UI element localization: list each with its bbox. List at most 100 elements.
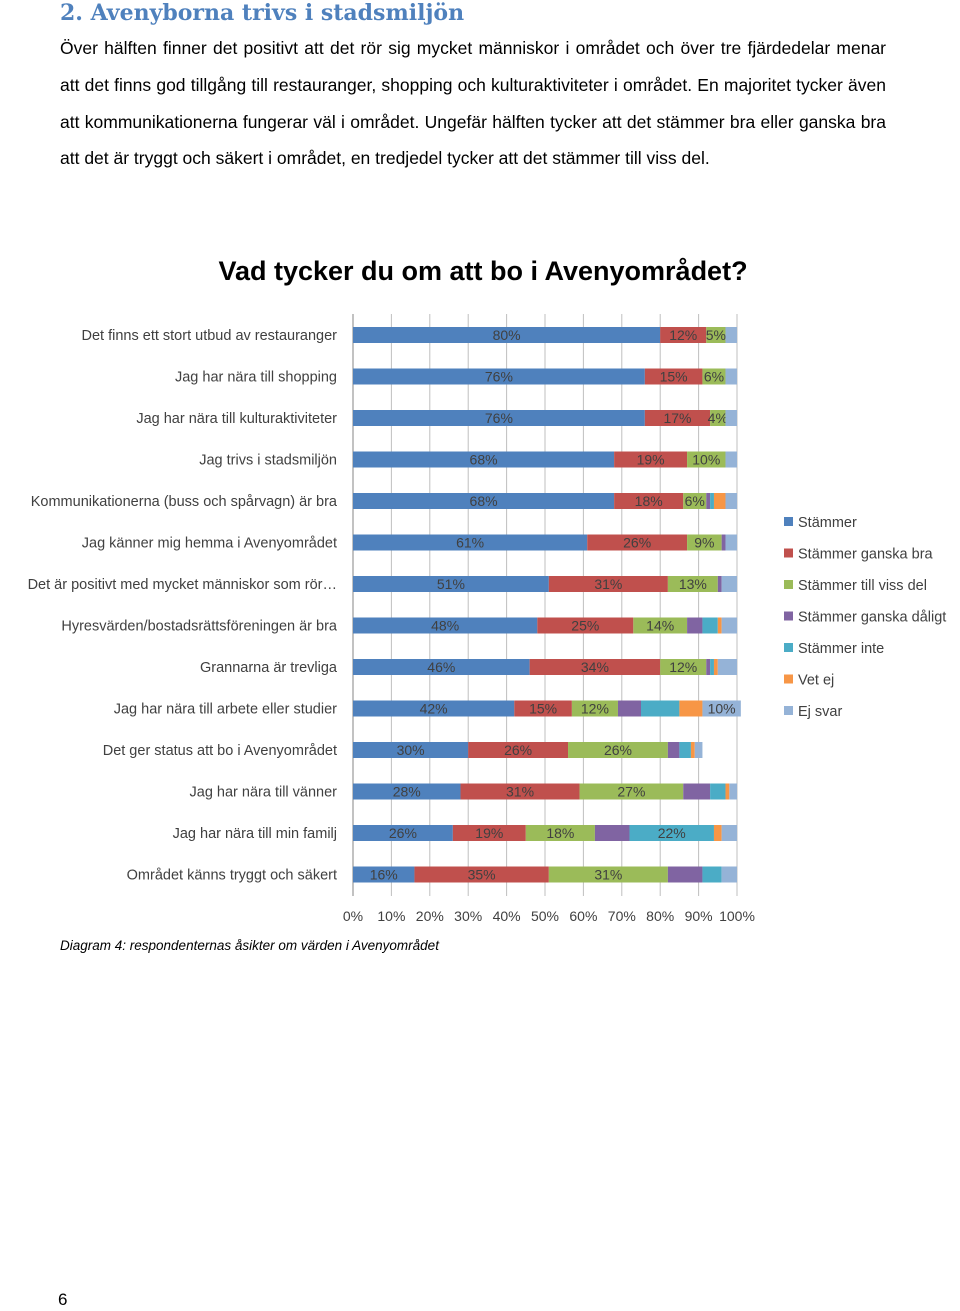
legend-label: Stämmer ganska bra xyxy=(798,547,934,563)
category-label: Jag har nära till vänner xyxy=(190,785,338,801)
bar-segment xyxy=(725,534,737,551)
data-label: 35% xyxy=(468,867,496,883)
legend-swatch xyxy=(784,517,793,526)
bar-segment xyxy=(667,866,703,883)
x-tick-label: 20% xyxy=(416,908,444,924)
bar-segment xyxy=(353,700,515,717)
bar-segment xyxy=(721,534,726,551)
category-label: Det finns ett stort utbud av restaurange… xyxy=(82,328,338,344)
bar-segment xyxy=(713,493,726,509)
data-label: 12% xyxy=(581,701,609,717)
data-label: 9% xyxy=(694,535,714,551)
x-tick-label: 80% xyxy=(646,908,674,924)
bar-segment xyxy=(710,659,714,675)
data-label: 13% xyxy=(679,576,707,592)
x-tick-label: 0% xyxy=(343,908,363,924)
bar-segment xyxy=(710,783,726,800)
bar-segment xyxy=(594,825,630,841)
data-label: 22% xyxy=(658,825,686,841)
bar-segment xyxy=(644,368,703,385)
bar-segment xyxy=(353,410,645,426)
bar-segment xyxy=(629,825,714,841)
body-paragraph: Över hälften finner det positivt att det… xyxy=(60,38,886,169)
bar-segment xyxy=(529,659,661,675)
bar-segment xyxy=(667,576,718,592)
bar-segment xyxy=(679,742,691,758)
bar-segment xyxy=(702,866,722,883)
bar-segment xyxy=(644,410,711,426)
data-label: 61% xyxy=(456,535,484,551)
bar-segment xyxy=(702,700,741,717)
data-label: 46% xyxy=(427,659,455,675)
legend-swatch xyxy=(784,580,793,589)
bar-segment xyxy=(460,783,580,800)
bar-segment xyxy=(353,825,453,841)
data-label: 4% xyxy=(708,410,728,426)
legend-swatch xyxy=(784,706,793,715)
bar-segment xyxy=(353,368,645,385)
bar-segment xyxy=(633,617,688,634)
bar-segment xyxy=(683,783,711,800)
legend-swatch xyxy=(784,674,793,684)
bar-segment xyxy=(706,327,726,343)
category-label: Jag har nära till min familj xyxy=(173,826,337,842)
bar-segment xyxy=(706,493,711,509)
data-label: 18% xyxy=(635,493,663,509)
bar-segment xyxy=(614,451,688,468)
bar-segment xyxy=(353,659,530,675)
data-label: 51% xyxy=(437,576,465,592)
data-label: 31% xyxy=(506,784,534,800)
data-label: 17% xyxy=(663,410,691,426)
data-label: 6% xyxy=(704,369,724,385)
bar-segment xyxy=(353,576,549,592)
bar-segment xyxy=(717,617,722,634)
data-label: 19% xyxy=(475,825,503,841)
bar-segment xyxy=(702,617,718,634)
data-label: 28% xyxy=(393,784,421,800)
bar-segment xyxy=(353,617,538,634)
data-label: 34% xyxy=(581,659,609,675)
bar-segment xyxy=(571,700,618,717)
bar-segment xyxy=(725,410,737,426)
legend-label: Stämmer xyxy=(798,515,857,531)
legend-swatch xyxy=(784,548,793,558)
bar-segment xyxy=(729,783,737,800)
bar-segment xyxy=(568,742,668,758)
data-label: 15% xyxy=(529,701,557,717)
data-label: 31% xyxy=(594,867,622,883)
legend-swatch xyxy=(784,643,793,652)
bar-segment xyxy=(353,534,588,551)
bar-segment xyxy=(414,866,549,883)
category-label: Jag trivs i stadsmiljön xyxy=(199,453,337,469)
bar-segment xyxy=(687,534,722,551)
legend-label: Stämmer ganska dåligt xyxy=(798,610,946,626)
bar-segment xyxy=(660,327,707,343)
x-tick-label: 10% xyxy=(377,908,405,924)
bar-segment xyxy=(687,451,726,468)
bar-segment xyxy=(721,866,737,883)
data-label: 27% xyxy=(617,784,645,800)
legend-label: Stämmer inte xyxy=(798,641,884,657)
bar-segment xyxy=(683,493,707,509)
bar-segment xyxy=(614,493,684,509)
bar-segment xyxy=(687,617,703,634)
category-label: Området känns tryggt och säkert xyxy=(127,868,337,884)
x-tick-label: 60% xyxy=(569,908,597,924)
legend-label: Vet ej xyxy=(798,673,834,689)
data-label: 42% xyxy=(420,701,448,717)
bar-segment xyxy=(710,493,714,509)
data-label: 76% xyxy=(485,369,513,385)
x-tick-label: 70% xyxy=(608,908,636,924)
bar-segment xyxy=(721,825,737,841)
category-label: Jag känner mig hemma i Avenyområdet xyxy=(82,536,337,552)
bar-segment xyxy=(452,825,526,841)
section-heading: 2. Avenyborna trivs i stadsmiljön xyxy=(60,0,465,26)
bar-segment xyxy=(721,617,737,634)
bar-segment xyxy=(717,576,722,592)
category-label: Det ger status att bo i Avenyområdet xyxy=(103,743,337,759)
x-tick-label: 40% xyxy=(493,908,521,924)
bar-segment xyxy=(717,659,737,675)
bar-segment xyxy=(353,327,661,343)
data-label: 25% xyxy=(571,618,599,634)
category-label: Hyresvärden/bostadsrättsföreningen är br… xyxy=(61,619,338,635)
